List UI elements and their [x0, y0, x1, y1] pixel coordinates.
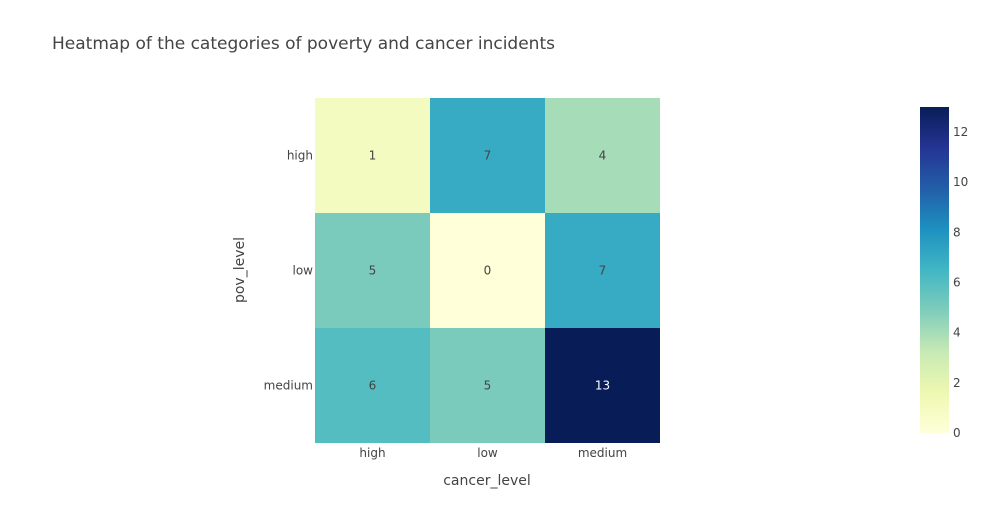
colorbar: 0 2 4 6 8 10 12 — [920, 107, 968, 440]
heatmap-cell-high-medium[interactable] — [545, 98, 660, 213]
colorbar-tick-12: 12 — [953, 125, 968, 139]
cell-value-label-medium-high: 6 — [369, 379, 377, 393]
cell-value-label-medium-low: 5 — [484, 379, 492, 393]
heatmap-cell-medium-high[interactable] — [315, 328, 430, 443]
colorbar-tick-0: 0 — [953, 426, 961, 440]
x-axis-title: cancer_level — [443, 473, 531, 489]
heatmap-cells — [315, 98, 660, 443]
colorbar-tick-2: 2 — [953, 376, 961, 390]
colorbar-gradient — [920, 107, 949, 433]
x-axis-ticks: high low medium — [359, 446, 627, 460]
heatmap-cell-low-high[interactable] — [315, 213, 430, 328]
x-tick-label-medium: medium — [578, 446, 627, 460]
heatmap-cell-low-medium[interactable] — [545, 213, 660, 328]
colorbar-tick-6: 6 — [953, 276, 961, 290]
x-tick-label-low: low — [477, 446, 498, 460]
chart-title: Heatmap of the categories of poverty and… — [52, 34, 555, 54]
colorbar-tick-10: 10 — [953, 175, 968, 189]
cell-value-label-high-medium: 4 — [599, 149, 607, 163]
colorbar-tick-8: 8 — [953, 225, 961, 239]
cell-value-label-low-low: 0 — [484, 264, 492, 278]
cell-value-label-high-high: 1 — [369, 149, 377, 163]
cell-value-label-high-low: 7 — [484, 149, 492, 163]
cell-value-labels: 1 7 4 5 0 7 6 5 13 — [369, 149, 610, 393]
y-axis-title: pov_level — [232, 237, 248, 303]
x-tick-label-high: high — [359, 446, 385, 460]
cell-value-label-low-medium: 7 — [599, 264, 607, 278]
heatmap-cell-medium-low[interactable] — [430, 328, 545, 443]
heatmap-cell-medium-medium[interactable] — [545, 328, 660, 443]
colorbar-tick-4: 4 — [953, 326, 961, 340]
heatmap-cell-low-low[interactable] — [430, 213, 545, 328]
cell-value-label-medium-medium: 13 — [595, 379, 610, 393]
heatmap-cell-high-low[interactable] — [430, 98, 545, 213]
y-tick-label-low: low — [293, 264, 314, 278]
cell-value-label-low-high: 5 — [369, 264, 377, 278]
y-tick-label-medium: medium — [264, 379, 313, 393]
heatmap-cell-high-high[interactable] — [315, 98, 430, 213]
y-axis-ticks: high low medium — [264, 149, 314, 393]
colorbar-ticks: 0 2 4 6 8 10 12 — [953, 125, 968, 440]
y-tick-label-high: high — [287, 149, 313, 163]
